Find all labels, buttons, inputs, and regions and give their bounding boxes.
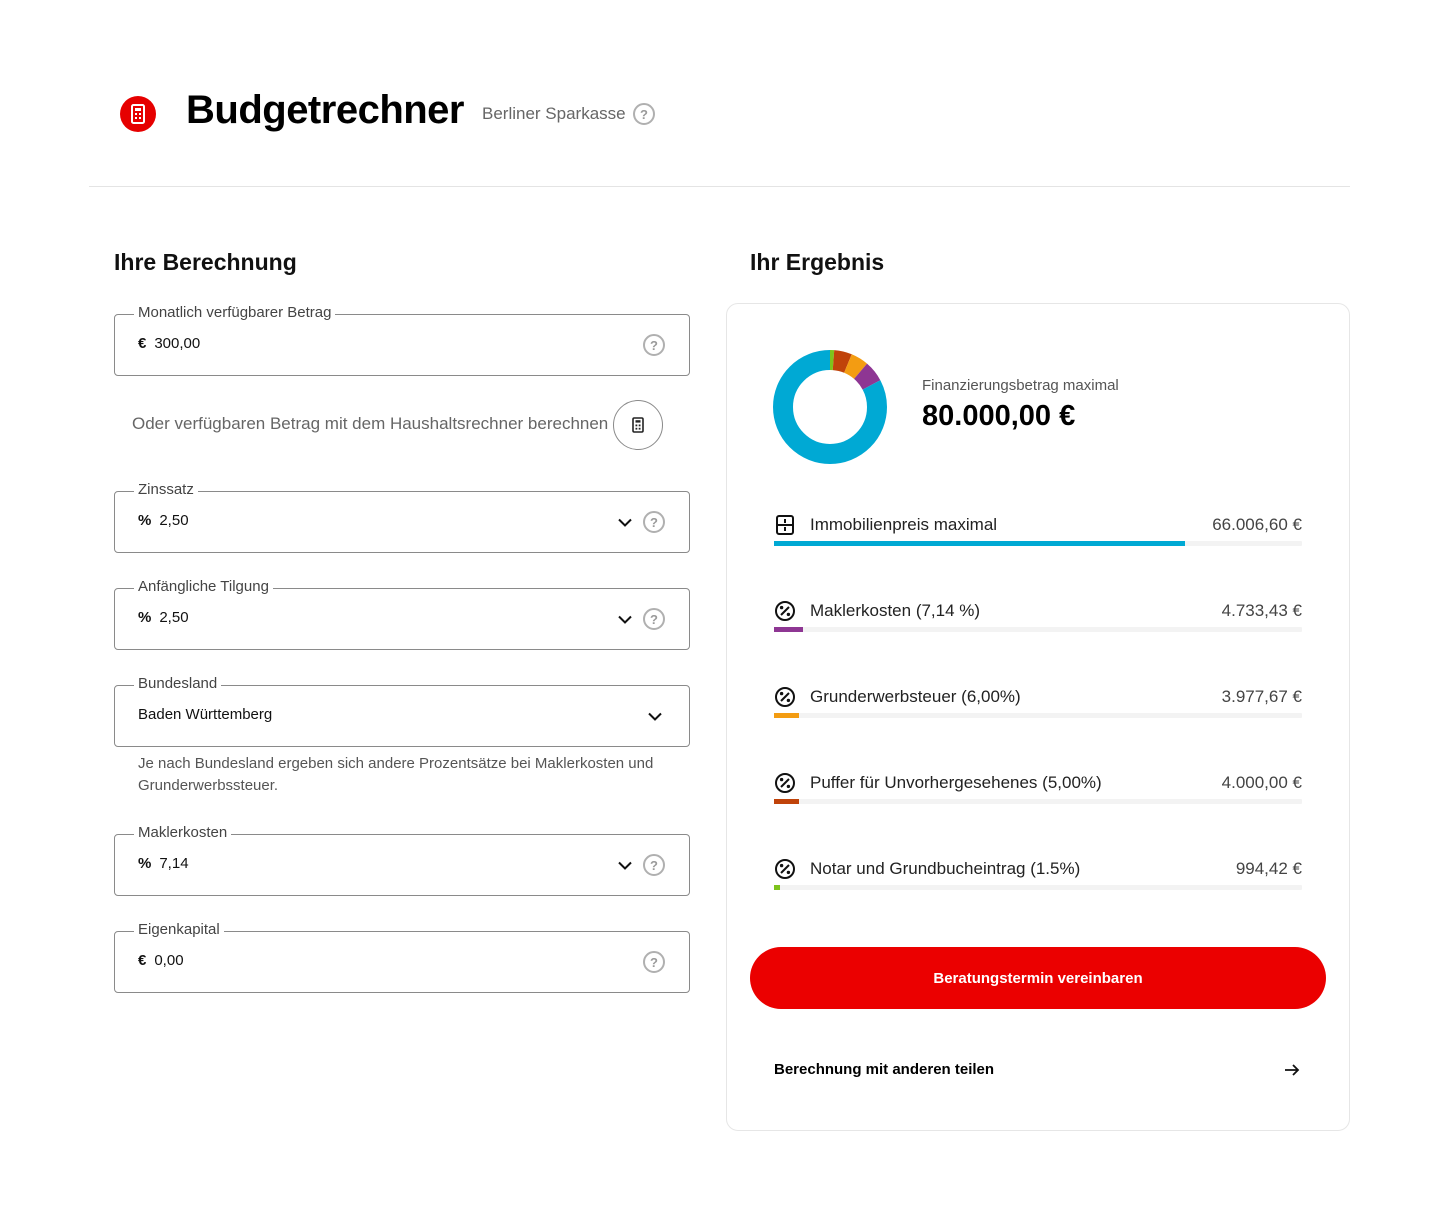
book-appointment-button[interactable]: Beratungstermin vereinbaren	[750, 947, 1326, 1009]
page-title: Budgetrechner	[186, 88, 465, 132]
help-icon[interactable]: ?	[643, 854, 665, 876]
field-label: Zinssatz	[134, 481, 198, 498]
monthly-amount-value[interactable]: 300,00	[154, 335, 201, 352]
breakdown-item-value: 3.977,67 €	[1221, 687, 1302, 706]
broker-cost-value[interactable]: 7,14	[159, 855, 189, 872]
field-value[interactable]: Baden Württemberg	[138, 706, 272, 723]
breakdown-item: Notar und Grundbucheintrag (1.5%) 994,42 …	[774, 858, 1302, 898]
broker-cost-field[interactable]: Maklerkosten % 7,14 ?	[114, 824, 690, 896]
donut-slice	[773, 350, 887, 464]
help-icon[interactable]: ?	[643, 334, 665, 356]
field-value[interactable]: € 300,00	[138, 335, 200, 352]
percent-icon	[775, 687, 795, 707]
breakdown-item: Immobilienpreis maximal 66.006,60 €	[774, 514, 1302, 554]
help-icon[interactable]: ?	[633, 103, 655, 125]
field-label: Monatlich verfügbarer Betrag	[134, 304, 336, 321]
progress-track	[774, 799, 1302, 804]
chevron-down-icon[interactable]	[645, 706, 665, 726]
calculator-icon	[632, 417, 644, 433]
state-select[interactable]: Bundesland Baden Württemberg	[114, 675, 690, 747]
header-divider	[89, 186, 1350, 187]
progress-fill	[774, 541, 1185, 546]
percent-unit: %	[138, 855, 152, 872]
euro-unit: €	[138, 335, 147, 352]
monthly-amount-field[interactable]: Monatlich verfügbarer Betrag € 300,00 ?	[114, 304, 690, 376]
bank-name: Berliner Sparkasse	[482, 104, 626, 123]
progress-track	[774, 627, 1302, 632]
help-icon[interactable]: ?	[643, 951, 665, 973]
page-header: Budgetrechner Berliner Sparkasse ?	[0, 0, 1435, 187]
breakdown-item-value: 4.733,43 €	[1221, 601, 1302, 620]
progress-fill	[774, 885, 780, 890]
breakdown-item-label: Immobilienpreis maximal	[810, 515, 998, 534]
breakdown-item-label: Grunderwerbsteuer (6,00%)	[810, 687, 1021, 706]
percent-unit: %	[138, 512, 152, 529]
repayment-value[interactable]: 2,50	[159, 609, 189, 626]
progress-fill	[774, 627, 804, 632]
share-calculation-link[interactable]: Berechnung mit anderen teilen	[774, 1060, 1302, 1082]
field-value[interactable]: % 2,50	[138, 512, 189, 529]
field-label: Eigenkapital	[134, 921, 224, 938]
state-hint: Je nach Bundesland ergeben sich andere P…	[138, 755, 654, 794]
breakdown-item-label: Maklerkosten (7,14 %)	[810, 601, 981, 620]
arrow-right-icon[interactable]	[1282, 1060, 1302, 1080]
field-label: Anfängliche Tilgung	[134, 578, 273, 595]
result-heading: Ihr Ergebnis	[750, 249, 885, 275]
state-value[interactable]: Baden Württemberg	[138, 706, 273, 723]
breakdown-item-value: 994,42 €	[1235, 859, 1302, 878]
breakdown-item-label: Notar und Grundbucheintrag (1.5%)	[810, 859, 1081, 878]
house-icon	[776, 515, 794, 535]
breakdown-item-value: 4.000,00 €	[1221, 773, 1302, 792]
field-label: Maklerkosten	[134, 824, 232, 841]
field-value[interactable]: % 7,14	[138, 855, 189, 872]
chevron-down-icon[interactable]	[615, 512, 635, 532]
percent-icon	[775, 859, 795, 879]
equity-field[interactable]: Eigenkapital € 0,00 ?	[114, 921, 690, 993]
euro-unit: €	[138, 952, 147, 969]
breakdown-item-label: Puffer für Unvorhergesehenes (5,00%)	[810, 773, 1102, 792]
interest-rate-field[interactable]: Zinssatz % 2,50 ?	[114, 481, 690, 553]
calculator-logo-icon	[120, 96, 156, 132]
share-label[interactable]: Berechnung mit anderen teilen	[774, 1061, 995, 1078]
progress-track	[774, 541, 1302, 546]
progress-track	[774, 885, 1302, 890]
field-label: Bundesland	[134, 675, 222, 692]
financing-amount: 80.000,00 €	[922, 400, 1076, 432]
household-calculator-button[interactable]	[613, 400, 663, 450]
household-calculator-hint: Oder verfügbaren Betrag mit dem Haushalt…	[132, 414, 609, 433]
equity-value[interactable]: 0,00	[154, 952, 184, 969]
cost-breakdown-donut	[773, 350, 887, 464]
field-value[interactable]: € 0,00	[138, 952, 184, 969]
calculation-heading: Ihre Berechnung	[114, 249, 297, 275]
progress-fill	[774, 799, 799, 804]
interest-rate-value[interactable]: 2,50	[159, 512, 189, 529]
breakdown-item: Grunderwerbsteuer (6,00%) 3.977,67 €	[774, 686, 1302, 726]
help-icon[interactable]: ?	[643, 608, 665, 630]
field-value[interactable]: % 2,50	[138, 609, 189, 626]
chevron-down-icon[interactable]	[615, 609, 635, 629]
percent-unit: %	[138, 609, 152, 626]
help-icon[interactable]: ?	[643, 511, 665, 533]
chevron-down-icon[interactable]	[615, 855, 635, 875]
percent-icon	[775, 601, 795, 621]
repayment-field[interactable]: Anfängliche Tilgung % 2,50 ?	[114, 578, 690, 650]
progress-track	[774, 713, 1302, 718]
breakdown-item: Puffer für Unvorhergesehenes (5,00%) 4.00…	[774, 772, 1302, 812]
breakdown-item-value: 66.006,60 €	[1212, 515, 1302, 534]
breakdown-item: Maklerkosten (7,14 %) 4.733,43 €	[774, 600, 1302, 640]
progress-fill	[774, 713, 799, 718]
financing-label: Finanzierungsbetrag maximal	[922, 377, 1119, 394]
percent-icon	[775, 773, 795, 793]
